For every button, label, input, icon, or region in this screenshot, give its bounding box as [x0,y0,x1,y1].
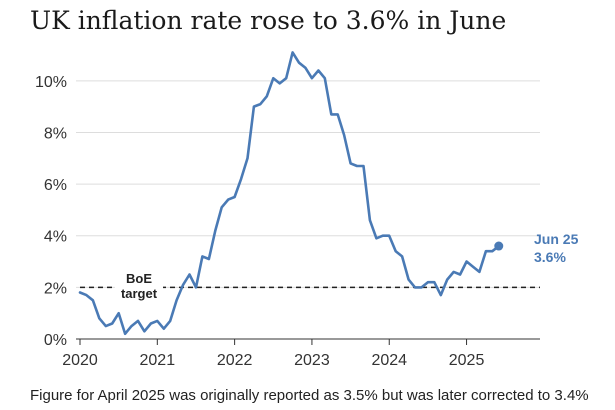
x-tick-label: 2021 [140,352,176,369]
target-label-backdrop [115,272,163,302]
y-tick-label: 10% [35,74,67,91]
latest-date-label: Jun 25 [534,231,579,247]
latest-point-marker [494,241,504,251]
y-tick-label: 4% [44,229,67,246]
x-tick-labels: 2020 2021 2022 2023 2024 2025 [62,339,484,369]
latest-value-label: 3.6% [534,249,566,265]
x-tick-label: 2025 [449,352,485,369]
line-chart: 0% 2% 4% 6% 8% 10% 2020 2021 2022 2023 2024 2025 B… [35,51,579,369]
target-label-line-1: BoE [126,271,152,286]
x-tick-label: 2022 [217,352,253,369]
target-label-line-2: target [121,286,158,301]
latest-annotation: Jun 25 3.6% [494,231,579,265]
inflation-series-line [78,51,501,336]
y-tick-label: 0% [44,332,67,349]
footnote: Figure for April 2025 was originally rep… [30,387,589,404]
y-tick-label: 8% [44,125,67,142]
y-tick-label: 6% [44,177,67,194]
x-tick-label: 2024 [371,352,407,369]
series-layer [78,51,501,336]
chart-title: UK inflation rate rose to 3.6% in June [30,6,507,35]
x-tick-label: 2023 [294,352,330,369]
x-tick-label: 2020 [62,352,98,369]
y-tick-labels: 0% 2% 4% 6% 8% 10% [35,74,67,349]
y-tick-label: 2% [44,280,67,297]
